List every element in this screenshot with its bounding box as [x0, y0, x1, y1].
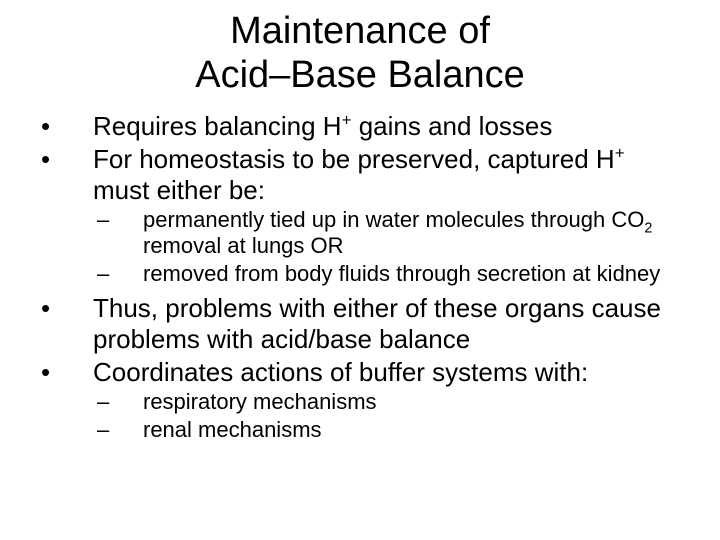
- bullet-item: • For homeostasis to be preserved, captu…: [35, 144, 685, 205]
- subscript: 2: [644, 221, 652, 237]
- sub-bullet-text: permanently tied up in water molecules t…: [143, 207, 685, 259]
- bullet-list: • Requires balancing H+ gains and losses…: [35, 111, 685, 443]
- sub-bullet-item: – renal mechanisms: [35, 417, 685, 443]
- sub-bullet-text: respiratory mechanisms: [143, 389, 685, 415]
- bullet-item: • Thus, problems with either of these or…: [35, 293, 685, 354]
- dash-marker: –: [93, 389, 143, 415]
- sub-bullet-item: – permanently tied up in water molecules…: [35, 207, 685, 259]
- sub-bullet-item: – removed from body fluids through secre…: [35, 261, 685, 287]
- bullet-marker: •: [35, 293, 93, 354]
- text-part: gains and losses: [351, 111, 552, 141]
- bullet-text: Coordinates actions of buffer systems wi…: [93, 357, 685, 388]
- slide: Maintenance of Acid–Base Balance • Requi…: [0, 0, 720, 540]
- dash-marker: –: [93, 261, 143, 287]
- title-line-1: Maintenance of: [230, 10, 490, 52]
- bullet-marker: •: [35, 111, 93, 142]
- bullet-text: For homeostasis to be preserved, capture…: [93, 144, 685, 205]
- slide-title: Maintenance of Acid–Base Balance: [95, 10, 625, 97]
- bullet-text: Thus, problems with either of these orga…: [93, 293, 685, 354]
- text-part: Requires balancing H: [93, 111, 342, 141]
- text-part: For homeostasis to be preserved, capture…: [93, 144, 615, 174]
- title-line-2: Acid–Base Balance: [195, 54, 525, 96]
- bullet-marker: •: [35, 357, 93, 388]
- bullet-item: • Coordinates actions of buffer systems …: [35, 357, 685, 388]
- bullet-text: Requires balancing H+ gains and losses: [93, 111, 685, 142]
- superscript: +: [342, 111, 352, 130]
- text-part: permanently tied up in water molecules t…: [143, 207, 644, 232]
- text-part: must either be:: [93, 175, 265, 205]
- sub-bullet-text: removed from body fluids through secreti…: [143, 261, 685, 287]
- dash-marker: –: [93, 207, 143, 259]
- superscript: +: [615, 143, 625, 162]
- sub-bullet-item: – respiratory mechanisms: [35, 389, 685, 415]
- dash-marker: –: [93, 417, 143, 443]
- bullet-item: • Requires balancing H+ gains and losses: [35, 111, 685, 142]
- text-part: removal at lungs OR: [143, 233, 344, 258]
- sub-bullet-text: renal mechanisms: [143, 417, 685, 443]
- bullet-marker: •: [35, 144, 93, 205]
